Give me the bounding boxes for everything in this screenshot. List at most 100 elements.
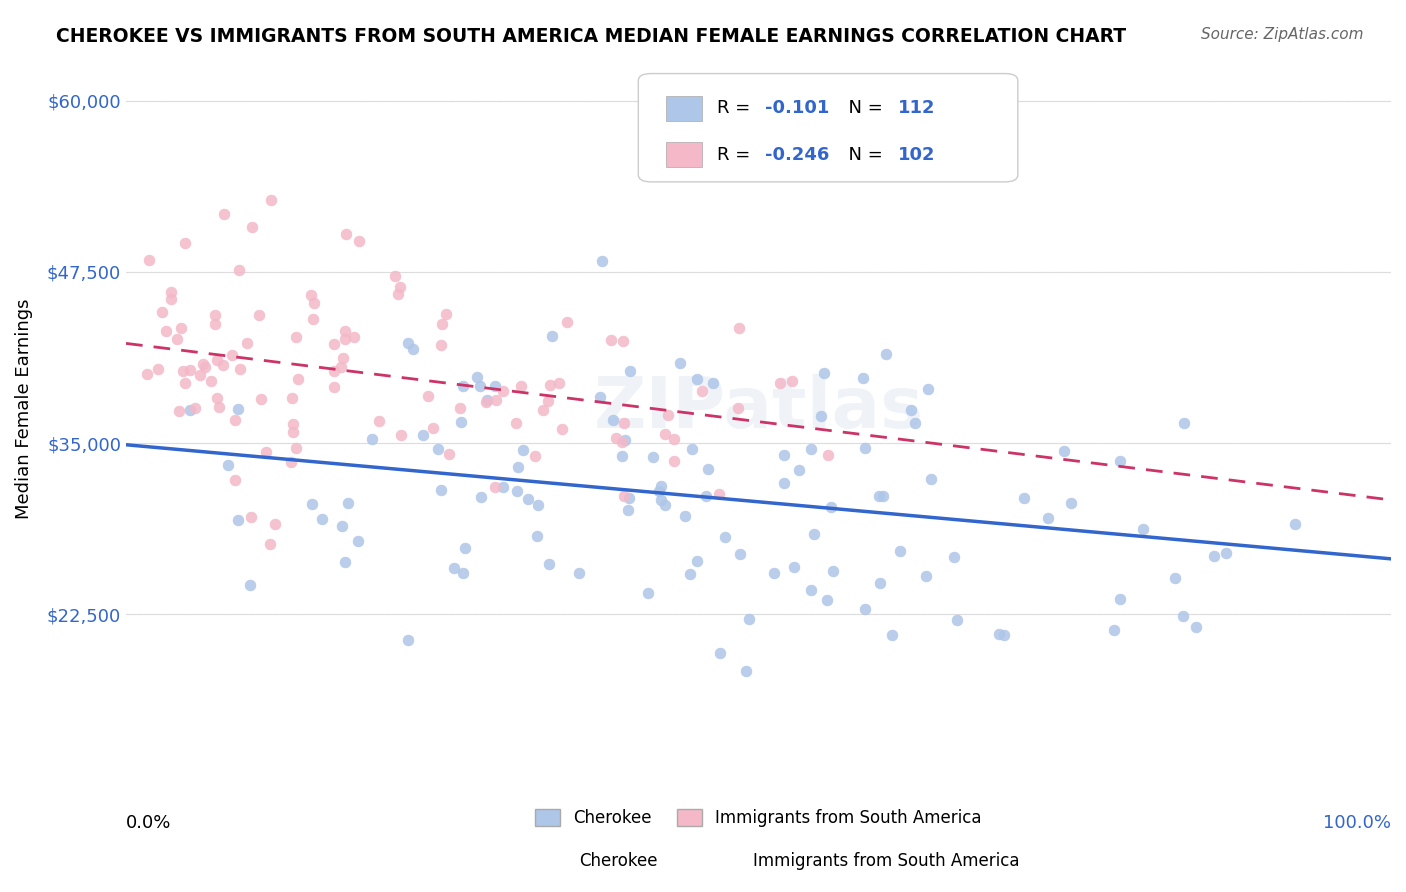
Point: [208, 400, 231, 414]
Point: [470, 491, 492, 505]
Point: [1185, 619, 1208, 633]
Point: [323, 380, 346, 394]
Point: [221, 348, 243, 362]
Point: [229, 362, 252, 376]
Point: [179, 363, 201, 377]
Point: [1053, 444, 1076, 458]
Text: 100.0%: 100.0%: [1323, 814, 1391, 832]
Point: [619, 491, 641, 505]
Point: [780, 374, 803, 388]
Point: [418, 389, 440, 403]
Point: [191, 357, 214, 371]
Point: [610, 434, 633, 449]
Point: [337, 496, 360, 510]
Text: -0.246: -0.246: [765, 145, 830, 163]
Point: [207, 353, 229, 368]
Point: [287, 372, 309, 386]
Point: [454, 541, 477, 556]
Text: ZIPatlas: ZIPatlas: [593, 375, 924, 443]
Point: [434, 307, 457, 321]
Point: [619, 364, 641, 378]
Point: [679, 566, 702, 581]
Point: [823, 564, 845, 578]
Point: [468, 379, 491, 393]
Point: [920, 472, 942, 486]
Text: 112: 112: [897, 99, 935, 118]
Point: [150, 305, 173, 319]
Point: [547, 376, 569, 390]
Point: [589, 390, 612, 404]
Point: [523, 449, 546, 463]
Point: [484, 481, 506, 495]
Text: R =: R =: [717, 99, 756, 118]
Point: [259, 537, 281, 551]
Point: [810, 409, 832, 423]
Point: [217, 458, 239, 473]
Point: [702, 376, 724, 391]
Point: [657, 408, 679, 422]
FancyBboxPatch shape: [666, 95, 702, 121]
Legend: Cherokee, Immigrants from South America: Cherokee, Immigrants from South America: [529, 802, 988, 834]
Point: [662, 432, 685, 446]
Text: CHEROKEE VS IMMIGRANTS FROM SOUTH AMERICA MEDIAN FEMALE EARNINGS CORRELATION CHA: CHEROKEE VS IMMIGRANTS FROM SOUTH AMERIC…: [56, 27, 1126, 45]
Point: [329, 360, 352, 375]
Point: [813, 366, 835, 380]
Point: [664, 454, 686, 468]
Point: [396, 335, 419, 350]
Point: [506, 483, 529, 498]
Point: [430, 483, 453, 497]
Point: [450, 415, 472, 429]
Point: [285, 330, 308, 344]
Point: [368, 414, 391, 428]
Point: [451, 566, 474, 580]
Point: [239, 578, 262, 592]
Point: [853, 441, 876, 455]
Point: [695, 489, 717, 503]
Point: [491, 384, 513, 398]
Point: [803, 526, 825, 541]
Point: [889, 544, 911, 558]
Point: [138, 253, 160, 268]
Point: [614, 433, 637, 447]
Text: N =: N =: [837, 99, 889, 118]
Point: [200, 374, 222, 388]
Point: [591, 253, 613, 268]
Point: [527, 498, 550, 512]
Point: [474, 394, 496, 409]
Point: [1108, 454, 1130, 468]
Point: [1164, 571, 1187, 585]
Point: [946, 613, 969, 627]
Point: [228, 262, 250, 277]
FancyBboxPatch shape: [666, 142, 702, 168]
Point: [637, 585, 659, 599]
Point: [430, 317, 453, 331]
Point: [160, 285, 183, 300]
Point: [194, 360, 217, 375]
FancyBboxPatch shape: [638, 73, 1018, 182]
Point: [690, 384, 713, 399]
Point: [880, 628, 903, 642]
Point: [281, 425, 304, 439]
Point: [773, 449, 796, 463]
Point: [155, 324, 177, 338]
Point: [361, 432, 384, 446]
Point: [204, 317, 226, 331]
Point: [384, 268, 406, 283]
Point: [1060, 496, 1083, 510]
Point: [443, 561, 465, 575]
Point: [247, 308, 270, 322]
Point: [475, 393, 498, 408]
Point: [228, 401, 250, 416]
Point: [335, 332, 357, 346]
Point: [184, 401, 207, 416]
Point: [738, 612, 761, 626]
Point: [505, 416, 527, 430]
Point: [728, 321, 751, 335]
Point: [510, 379, 533, 393]
Point: [236, 336, 259, 351]
Point: [224, 413, 246, 427]
Point: [301, 312, 323, 326]
Text: Source: ZipAtlas.com: Source: ZipAtlas.com: [1201, 27, 1364, 42]
Point: [526, 529, 548, 543]
Text: Immigrants from South America: Immigrants from South America: [752, 852, 1019, 870]
